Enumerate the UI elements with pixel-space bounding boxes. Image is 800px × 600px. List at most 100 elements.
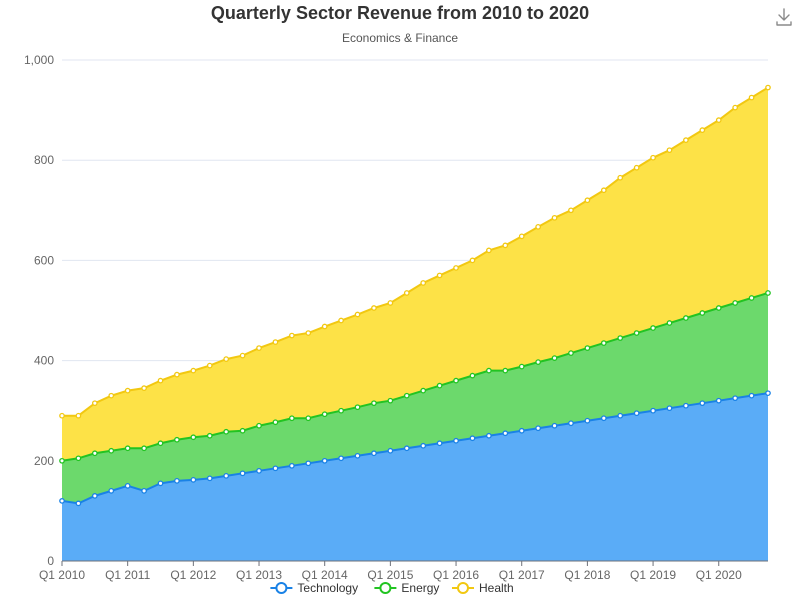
data-point-technology[interactable] — [256, 467, 262, 474]
data-point-health[interactable] — [568, 207, 574, 214]
data-point-energy[interactable] — [272, 419, 279, 426]
data-point-technology[interactable] — [59, 498, 65, 504]
data-point-technology[interactable] — [633, 410, 640, 417]
data-point-health[interactable] — [617, 174, 624, 181]
legend-item-energy[interactable]: Energy — [374, 581, 439, 595]
data-point-energy[interactable] — [748, 295, 755, 301]
data-point-technology[interactable] — [403, 445, 410, 452]
data-point-energy[interactable] — [387, 397, 394, 404]
data-point-energy[interactable] — [420, 387, 427, 394]
data-point-health[interactable] — [305, 330, 312, 336]
data-point-energy[interactable] — [141, 445, 147, 452]
data-point-technology[interactable] — [206, 475, 213, 482]
data-point-energy[interactable] — [305, 415, 312, 422]
data-point-technology[interactable] — [157, 480, 164, 487]
data-point-health[interactable] — [108, 392, 115, 399]
data-point-technology[interactable] — [305, 460, 312, 467]
data-point-health[interactable] — [387, 300, 394, 306]
data-point-technology[interactable] — [239, 470, 246, 477]
data-point-technology[interactable] — [535, 425, 541, 432]
data-point-health[interactable] — [59, 412, 65, 419]
data-point-energy[interactable] — [190, 434, 197, 441]
data-point-technology[interactable] — [108, 488, 115, 494]
data-point-technology[interactable] — [321, 457, 328, 464]
data-point-energy[interactable] — [732, 300, 739, 306]
data-point-technology[interactable] — [338, 455, 344, 462]
data-point-technology[interactable] — [141, 488, 147, 494]
data-point-energy[interactable] — [486, 367, 492, 374]
data-point-health[interactable] — [600, 187, 607, 194]
data-point-energy[interactable] — [371, 400, 377, 407]
data-point-health[interactable] — [371, 305, 377, 311]
data-point-technology[interactable] — [683, 402, 689, 409]
data-point-health[interactable] — [321, 323, 328, 330]
data-point-health[interactable] — [338, 317, 344, 324]
data-point-technology[interactable] — [748, 392, 755, 399]
data-point-technology[interactable] — [765, 390, 771, 397]
data-point-technology[interactable] — [75, 500, 82, 507]
data-point-health[interactable] — [157, 377, 164, 384]
data-point-health[interactable] — [453, 265, 459, 271]
data-point-energy[interactable] — [699, 310, 706, 316]
data-point-health[interactable] — [141, 385, 147, 392]
data-point-health[interactable] — [699, 127, 706, 133]
data-point-health[interactable] — [650, 154, 656, 161]
data-point-energy[interactable] — [600, 340, 607, 346]
data-point-health[interactable] — [206, 362, 213, 369]
data-point-health[interactable] — [502, 242, 509, 249]
data-point-energy[interactable] — [59, 457, 65, 464]
data-point-health[interactable] — [518, 233, 525, 240]
data-point-health[interactable] — [715, 117, 722, 123]
data-point-energy[interactable] — [321, 411, 328, 418]
data-point-technology[interactable] — [223, 472, 230, 479]
data-point-health[interactable] — [683, 137, 689, 144]
data-point-technology[interactable] — [354, 452, 361, 459]
data-point-technology[interactable] — [551, 422, 558, 429]
data-point-technology[interactable] — [715, 397, 722, 404]
data-point-health[interactable] — [535, 223, 541, 230]
legend-item-technology[interactable]: Technology — [270, 581, 358, 595]
data-point-health[interactable] — [239, 352, 246, 359]
data-point-technology[interactable] — [387, 447, 394, 454]
data-point-technology[interactable] — [420, 442, 427, 449]
data-point-health[interactable] — [486, 247, 492, 254]
data-point-health[interactable] — [748, 94, 755, 101]
data-point-energy[interactable] — [124, 445, 131, 452]
data-point-energy[interactable] — [157, 440, 164, 447]
data-point-energy[interactable] — [469, 372, 476, 379]
data-point-health[interactable] — [223, 356, 230, 362]
data-point-energy[interactable] — [650, 325, 656, 331]
data-point-energy[interactable] — [206, 432, 213, 439]
data-point-health[interactable] — [91, 400, 98, 407]
data-point-energy[interactable] — [551, 355, 558, 361]
data-point-health[interactable] — [666, 147, 673, 154]
data-point-health[interactable] — [289, 332, 295, 339]
download-icon[interactable] — [773, 6, 795, 28]
data-point-technology[interactable] — [568, 420, 574, 427]
data-point-health[interactable] — [584, 197, 591, 204]
data-point-technology[interactable] — [699, 400, 706, 407]
data-point-energy[interactable] — [174, 436, 180, 443]
data-point-technology[interactable] — [600, 415, 607, 422]
data-point-health[interactable] — [256, 345, 262, 351]
data-point-technology[interactable] — [190, 476, 197, 483]
data-point-energy[interactable] — [223, 428, 230, 435]
data-point-technology[interactable] — [272, 465, 279, 472]
data-point-health[interactable] — [551, 214, 558, 221]
data-point-energy[interactable] — [535, 359, 541, 365]
data-point-health[interactable] — [174, 371, 180, 378]
data-point-health[interactable] — [732, 104, 739, 111]
data-point-technology[interactable] — [453, 437, 459, 444]
data-point-energy[interactable] — [584, 345, 591, 351]
data-point-technology[interactable] — [91, 493, 98, 499]
legend-item-health[interactable]: Health — [452, 581, 514, 595]
data-point-technology[interactable] — [584, 417, 591, 424]
data-point-energy[interactable] — [338, 407, 344, 414]
data-point-energy[interactable] — [453, 377, 459, 384]
data-point-energy[interactable] — [75, 455, 82, 462]
data-point-technology[interactable] — [732, 395, 739, 402]
data-point-technology[interactable] — [371, 450, 377, 457]
data-point-energy[interactable] — [518, 363, 525, 370]
data-point-energy[interactable] — [108, 447, 115, 454]
legend[interactable]: Technology Energy Health — [270, 581, 514, 595]
